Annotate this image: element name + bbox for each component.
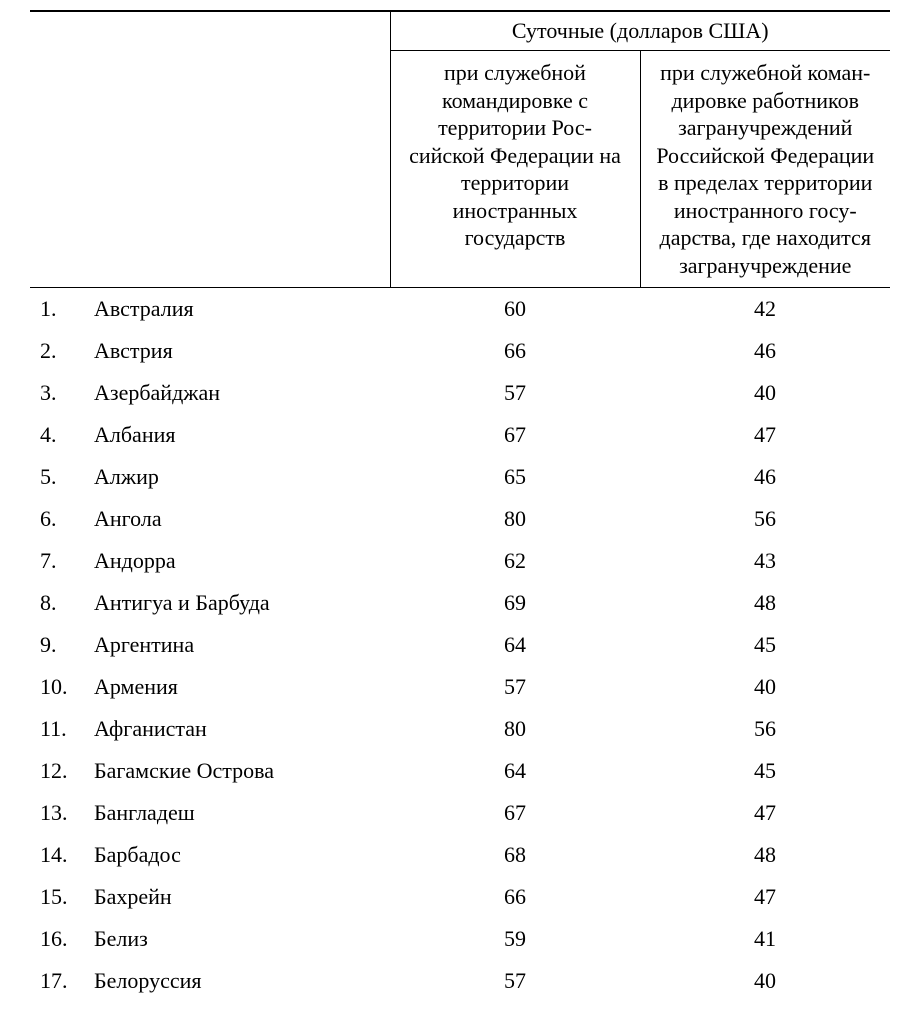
country-name: Белиз bbox=[90, 918, 390, 960]
row-number: 5. bbox=[30, 456, 90, 498]
row-number: 12. bbox=[30, 750, 90, 792]
row-number: 4. bbox=[30, 414, 90, 456]
header-blank bbox=[30, 11, 390, 288]
table-row: 16.Белиз5941 bbox=[30, 918, 890, 960]
value-within-foreign: 43 bbox=[640, 540, 890, 582]
table-row: 1.Австралия6042 bbox=[30, 288, 890, 331]
row-number: 13. bbox=[30, 792, 90, 834]
row-number: 16. bbox=[30, 918, 90, 960]
value-from-rf: 60 bbox=[390, 288, 640, 331]
table-row: 14.Барбадос6848 bbox=[30, 834, 890, 876]
value-within-foreign: 46 bbox=[640, 330, 890, 372]
value-from-rf: 68 bbox=[390, 834, 640, 876]
value-from-rf: 57 bbox=[390, 372, 640, 414]
value-within-foreign: 56 bbox=[640, 498, 890, 540]
value-within-foreign: 46 bbox=[640, 456, 890, 498]
value-within-foreign: 47 bbox=[640, 876, 890, 918]
value-from-rf: 66 bbox=[390, 330, 640, 372]
row-number: 11. bbox=[30, 708, 90, 750]
country-name: Бангладеш bbox=[90, 792, 390, 834]
value-within-foreign: 47 bbox=[640, 414, 890, 456]
value-from-rf: 80 bbox=[390, 708, 640, 750]
table-row: 7.Андорра6243 bbox=[30, 540, 890, 582]
value-from-rf: 65 bbox=[390, 456, 640, 498]
country-name: Андорра bbox=[90, 540, 390, 582]
country-name: Барбадос bbox=[90, 834, 390, 876]
country-name: Армения bbox=[90, 666, 390, 708]
page: Суточные (долларов США) при служебной ко… bbox=[0, 0, 920, 1032]
value-within-foreign: 56 bbox=[640, 708, 890, 750]
value-from-rf: 59 bbox=[390, 918, 640, 960]
row-number: 14. bbox=[30, 834, 90, 876]
value-within-foreign: 45 bbox=[640, 750, 890, 792]
value-from-rf: 66 bbox=[390, 876, 640, 918]
row-number: 15. bbox=[30, 876, 90, 918]
row-number: 8. bbox=[30, 582, 90, 624]
row-number: 7. bbox=[30, 540, 90, 582]
country-name: Бахрейн bbox=[90, 876, 390, 918]
value-within-foreign: 45 bbox=[640, 624, 890, 666]
row-number: 10. bbox=[30, 666, 90, 708]
value-within-foreign: 40 bbox=[640, 372, 890, 414]
country-name: Антигуа и Барбуда bbox=[90, 582, 390, 624]
country-name: Багамские Острова bbox=[90, 750, 390, 792]
value-from-rf: 57 bbox=[390, 666, 640, 708]
value-within-foreign: 47 bbox=[640, 792, 890, 834]
value-from-rf: 69 bbox=[390, 582, 640, 624]
country-name: Аргентина bbox=[90, 624, 390, 666]
country-name: Азербайджан bbox=[90, 372, 390, 414]
table-row: 2.Австрия6646 bbox=[30, 330, 890, 372]
value-from-rf: 64 bbox=[390, 624, 640, 666]
value-within-foreign: 48 bbox=[640, 834, 890, 876]
table-row: 15.Бахрейн6647 bbox=[30, 876, 890, 918]
row-number: 1. bbox=[30, 288, 90, 331]
value-within-foreign: 42 bbox=[640, 288, 890, 331]
table-body: 1.Австралия60422.Австрия66463.Азербайджа… bbox=[30, 288, 890, 1003]
value-within-foreign: 41 bbox=[640, 918, 890, 960]
row-number: 6. bbox=[30, 498, 90, 540]
country-name: Албания bbox=[90, 414, 390, 456]
table-row: 11.Афганистан8056 bbox=[30, 708, 890, 750]
table-row: 6.Ангола8056 bbox=[30, 498, 890, 540]
value-from-rf: 67 bbox=[390, 414, 640, 456]
value-from-rf: 80 bbox=[390, 498, 640, 540]
country-name: Афганистан bbox=[90, 708, 390, 750]
value-within-foreign: 40 bbox=[640, 666, 890, 708]
header-col-abroad-from-rf: при служебной командировке с территории … bbox=[390, 51, 640, 288]
table-row: 9.Аргентина6445 bbox=[30, 624, 890, 666]
value-from-rf: 67 bbox=[390, 792, 640, 834]
country-name: Австрия bbox=[90, 330, 390, 372]
per-diem-table: Суточные (долларов США) при служебной ко… bbox=[30, 10, 890, 1002]
country-name: Алжир bbox=[90, 456, 390, 498]
table-header: Суточные (долларов США) при служебной ко… bbox=[30, 11, 890, 288]
value-from-rf: 62 bbox=[390, 540, 640, 582]
table-row: 4.Албания6747 bbox=[30, 414, 890, 456]
country-name: Австралия bbox=[90, 288, 390, 331]
country-name: Ангола bbox=[90, 498, 390, 540]
table-row: 8.Антигуа и Барбуда6948 bbox=[30, 582, 890, 624]
table-row: 13.Бангладеш6747 bbox=[30, 792, 890, 834]
header-col-within-foreign-state: при служебной коман­дировке работников з… bbox=[640, 51, 890, 288]
table-row: 10.Армения5740 bbox=[30, 666, 890, 708]
table-row: 12.Багамские Острова6445 bbox=[30, 750, 890, 792]
table-row: 3.Азербайджан5740 bbox=[30, 372, 890, 414]
row-number: 2. bbox=[30, 330, 90, 372]
table-row: 5.Алжир6546 bbox=[30, 456, 890, 498]
value-from-rf: 64 bbox=[390, 750, 640, 792]
row-number: 3. bbox=[30, 372, 90, 414]
value-within-foreign: 48 bbox=[640, 582, 890, 624]
row-number: 9. bbox=[30, 624, 90, 666]
header-group-title: Суточные (долларов США) bbox=[390, 11, 890, 51]
